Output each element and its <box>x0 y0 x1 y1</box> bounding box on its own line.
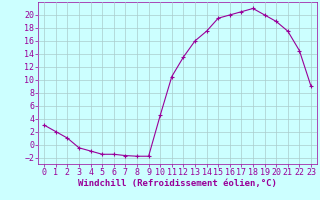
X-axis label: Windchill (Refroidissement éolien,°C): Windchill (Refroidissement éolien,°C) <box>78 179 277 188</box>
